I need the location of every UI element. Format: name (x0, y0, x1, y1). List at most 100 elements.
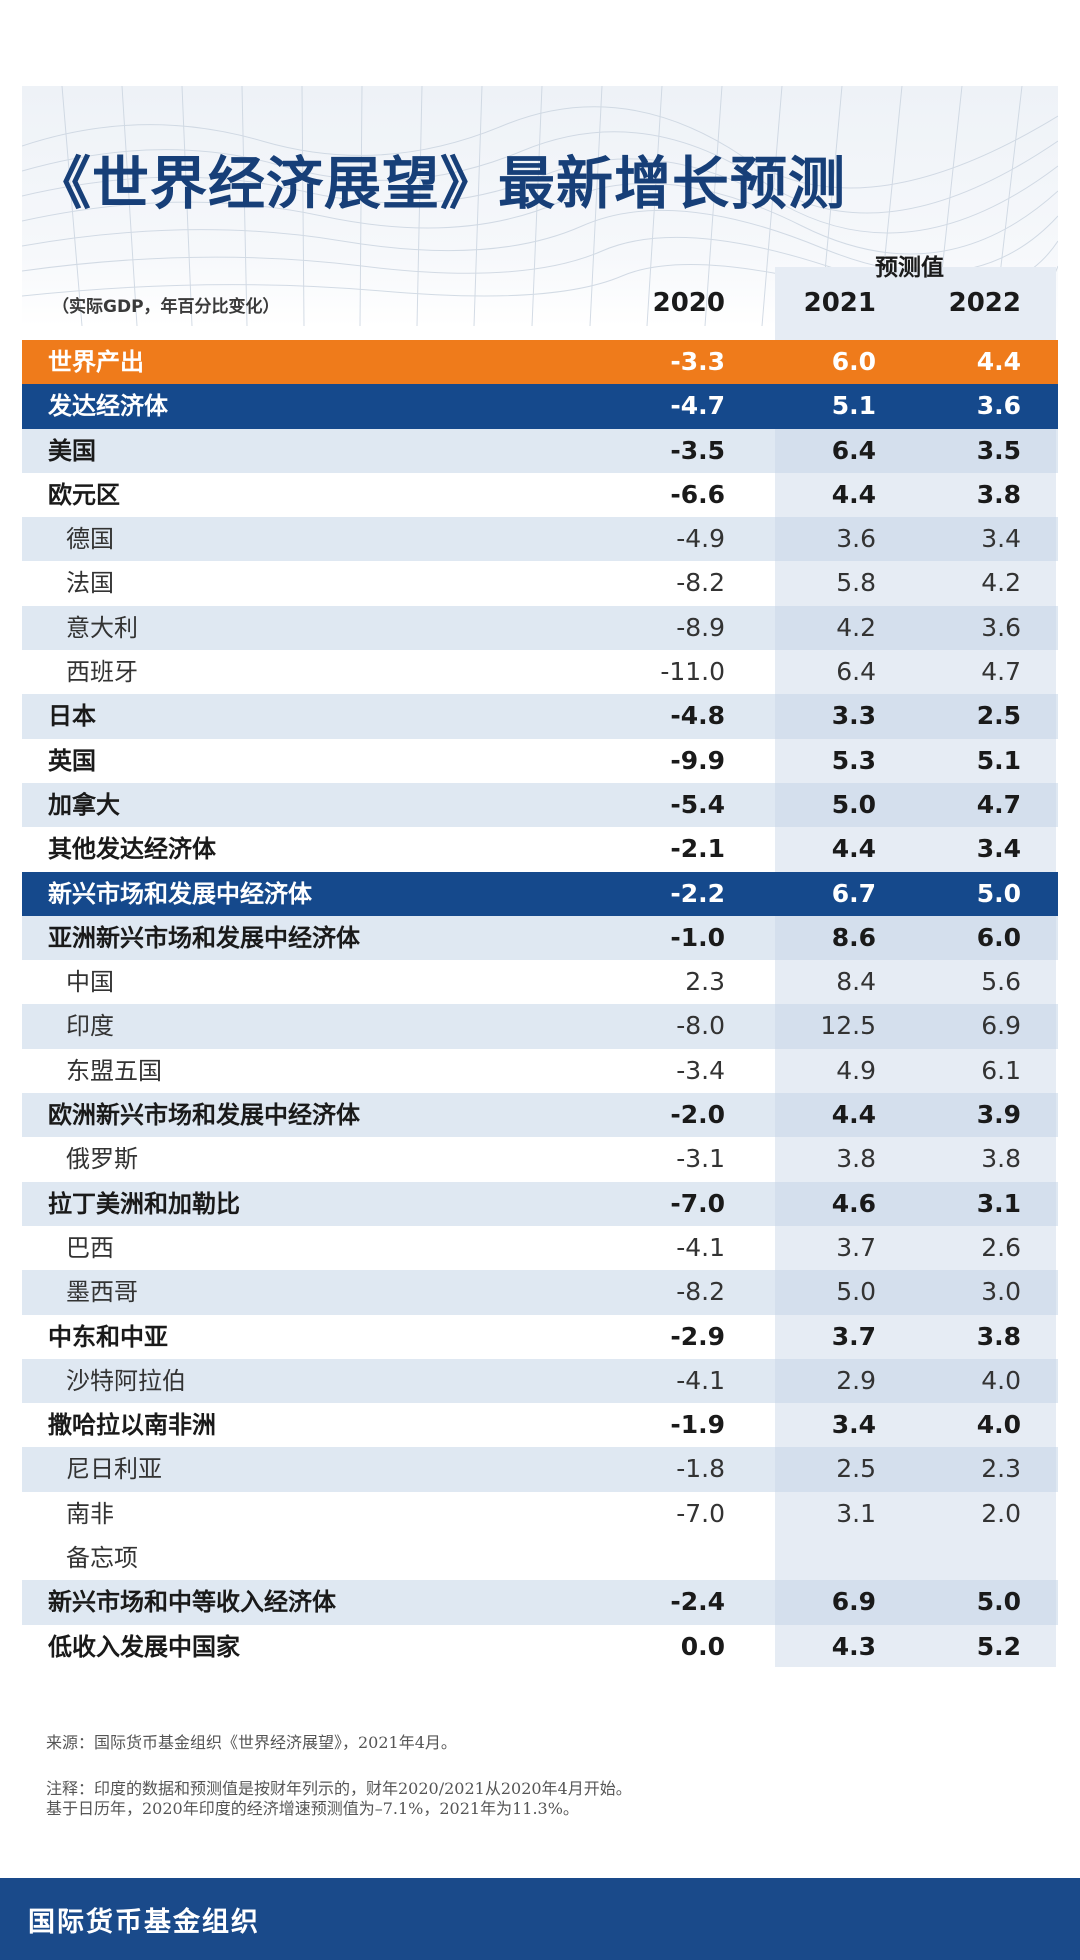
value-2021: 4.4 (831, 1100, 876, 1130)
table-row: 沙特阿拉伯 -4.1 2.9 4.0 (22, 1358, 1058, 1404)
value-2020: -4.1 (676, 1232, 725, 1262)
table-row: 法国 -8.2 5.8 4.2 (22, 561, 1058, 605)
row-label: 备忘项 (66, 1544, 138, 1573)
value-2020: -2.0 (670, 1100, 725, 1130)
value-2020: -8.9 (676, 612, 725, 642)
value-2020: -1.9 (670, 1410, 725, 1440)
forecast-label: 预测值 (875, 255, 944, 281)
value-2020: -3.1 (676, 1144, 725, 1174)
value-2021: 6.0 (831, 347, 876, 376)
table-row: 尼日利亚 -1.8 2.5 2.3 (22, 1447, 1058, 1492)
value-2021: 2.5 (836, 1454, 876, 1484)
growth-table: 世界产出 -3.3 6.0 4.4 发达经济体 -4.7 5.1 3.6 美国 -3.5 6.4 3.… (22, 340, 1058, 1669)
table-row: 亚洲新兴市场和发展中经济体 -1.0 8.6 6.0 (22, 915, 1058, 961)
value-2021: 3.3 (831, 701, 876, 731)
value-2022: 4.7 (981, 657, 1021, 687)
value-2021: 5.0 (831, 789, 876, 819)
table-row: 南非 -7.0 3.1 2.0 (22, 1492, 1058, 1536)
table-row: 发达经济体 -4.7 5.1 3.6 (22, 384, 1058, 429)
row-label: 欧洲新兴市场和发展中经济体 (48, 1101, 360, 1130)
row-label: 巴西 (66, 1233, 114, 1262)
value-2021: 8.4 (836, 967, 876, 997)
table-row: 意大利 -8.9 4.2 3.6 (22, 605, 1058, 651)
value-2021: 3.7 (836, 1232, 876, 1262)
value-2021: 6.4 (836, 657, 876, 687)
value-2020: -4.1 (676, 1365, 725, 1395)
table-row: 拉丁美洲和加勒比 -7.0 4.6 3.1 (22, 1181, 1058, 1226)
row-label: 发达经济体 (48, 392, 168, 421)
table-row: 欧元区 -6.6 4.4 3.8 (22, 473, 1058, 517)
table-row: 巴西 -4.1 3.7 2.6 (22, 1226, 1058, 1270)
table-row: 低收入发展中国家 0.0 4.3 5.2 (22, 1625, 1058, 1669)
value-2022: 3.1 (976, 1188, 1021, 1218)
table-row: 西班牙 -11.0 6.4 4.7 (22, 650, 1058, 694)
row-label: 欧元区 (48, 480, 120, 509)
value-2021: 4.3 (831, 1631, 876, 1661)
table-row: 新兴市场和发展中经济体 -2.2 6.7 5.0 (22, 871, 1058, 916)
table-row: 东盟五国 -3.4 4.9 6.1 (22, 1049, 1058, 1093)
value-2022: 2.5 (976, 701, 1021, 731)
footer-bar: 国际货币基金组织 (0, 1878, 1080, 1960)
row-label: 中东和中亚 (48, 1322, 168, 1351)
row-label: 南非 (66, 1499, 114, 1528)
year-header-2020: 2020 (652, 288, 725, 318)
value-2022: 5.1 (976, 745, 1021, 775)
row-label: 东盟五国 (66, 1056, 162, 1085)
value-2021: 3.7 (831, 1321, 876, 1351)
value-2022: 3.5 (976, 435, 1021, 465)
value-2021: 8.6 (831, 922, 876, 952)
value-2021: 4.9 (836, 1055, 876, 1085)
row-label: 印度 (66, 1012, 114, 1041)
value-2021: 5.3 (831, 745, 876, 775)
value-2022: 6.0 (976, 922, 1021, 952)
value-2022: 3.8 (976, 1321, 1021, 1351)
page-title: 《世界经济展望》最新增长预测 (34, 151, 846, 217)
row-label: 俄罗斯 (66, 1145, 138, 1174)
value-2021: 4.6 (831, 1188, 876, 1218)
row-label: 世界产出 (48, 348, 144, 376)
value-2022: 4.0 (981, 1365, 1021, 1395)
row-label: 意大利 (66, 613, 138, 642)
value-2020: -1.0 (670, 922, 725, 952)
value-2020: -8.0 (676, 1011, 725, 1041)
value-2022: 2.0 (981, 1498, 1021, 1528)
table-row: 备忘项 (22, 1536, 1058, 1580)
value-2022: 5.0 (976, 878, 1021, 908)
footnote: 注释：印度的数据和预测值是按财年列示的，财年2020/2021从2020年4月开… (46, 1779, 632, 1819)
unit-note: （实际GDP，年百分比变化） (52, 297, 280, 317)
row-label: 加拿大 (48, 790, 120, 819)
value-2022: 3.0 (981, 1277, 1021, 1307)
value-2022: 6.9 (981, 1011, 1021, 1041)
value-2020: -4.9 (676, 524, 725, 554)
value-2022: 4.0 (976, 1410, 1021, 1440)
value-2021: 6.9 (831, 1587, 876, 1617)
value-2022: 4.4 (976, 347, 1021, 376)
value-2020: -2.9 (670, 1321, 725, 1351)
value-2022: 5.0 (976, 1587, 1021, 1617)
wireframe-terrain-graphic (22, 86, 1058, 326)
value-2022: 2.3 (981, 1454, 1021, 1484)
value-2020: 2.3 (685, 967, 725, 997)
value-2022: 3.6 (976, 391, 1021, 421)
value-2022: 3.6 (981, 612, 1021, 642)
row-label: 撒哈拉以南非洲 (48, 1411, 216, 1440)
row-label: 美国 (48, 436, 96, 465)
row-label: 日本 (48, 702, 96, 731)
value-2022: 3.9 (976, 1100, 1021, 1130)
row-label: 法国 (66, 569, 114, 598)
row-label: 德国 (66, 525, 114, 554)
value-2020: 0.0 (680, 1631, 725, 1661)
value-2022: 5.2 (976, 1631, 1021, 1661)
table-row: 英国 -9.9 5.3 5.1 (22, 739, 1058, 783)
value-2020: -3.5 (670, 435, 725, 465)
row-label: 中国 (66, 968, 114, 997)
table-row: 墨西哥 -8.2 5.0 3.0 (22, 1270, 1058, 1315)
table-row: 欧洲新兴市场和发展中经济体 -2.0 4.4 3.9 (22, 1093, 1058, 1138)
value-2021: 6.7 (831, 878, 876, 908)
row-label: 低收入发展中国家 (48, 1632, 240, 1661)
row-label: 新兴市场和中等收入经济体 (48, 1588, 336, 1617)
forecast-columns-shade (775, 267, 1056, 1667)
value-2021: 2.9 (836, 1365, 876, 1395)
row-label: 拉丁美洲和加勒比 (48, 1189, 240, 1218)
row-label: 尼日利亚 (66, 1455, 162, 1484)
